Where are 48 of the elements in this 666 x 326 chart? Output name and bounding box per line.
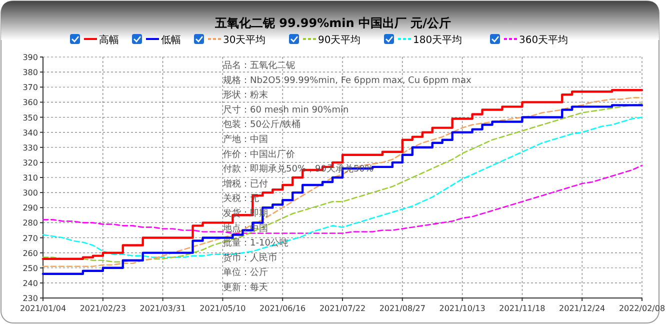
annotation: 货币：人民币 — [223, 252, 277, 264]
x-tick-label: 2021/03/31 — [140, 304, 186, 313]
annotation: 形状：粉末 — [223, 90, 268, 101]
x-tick-label: 2021/07/22 — [319, 304, 366, 313]
x-tick-label: 2021/08/27 — [379, 304, 426, 313]
legend-label: 高幅 — [99, 34, 119, 46]
annotation: 增税：已付 — [222, 178, 268, 190]
legend-label: 90天平均 — [318, 34, 361, 46]
y-tick-label: 330 — [22, 143, 38, 152]
x-tick-label: 2021/05/10 — [200, 304, 246, 313]
x-tick-label: 2021/10/13 — [439, 304, 486, 313]
y-tick-label: 340 — [22, 128, 38, 138]
x-tick-label: 2021/06/16 — [260, 304, 306, 313]
y-tick-label: 290 — [22, 204, 38, 213]
x-tick-label: 2021/11/18 — [499, 304, 546, 313]
legend-label: 180天平均 — [413, 34, 462, 46]
y-tick-label: 320 — [22, 158, 38, 168]
line-series — [42, 164, 643, 234]
y-tick-label: 360 — [22, 98, 38, 108]
legend-label: 360天平均 — [519, 34, 568, 46]
annotation: 产地：中国 — [223, 134, 268, 145]
y-tick-label: 260 — [22, 248, 38, 258]
y-tick-label: 280 — [22, 218, 38, 228]
x-tick-label: 2021/01/04 — [20, 304, 66, 313]
y-tick-label: 230 — [22, 294, 38, 303]
x-tick-label: 2021/02/23 — [80, 304, 126, 313]
y-tick-label: 370 — [22, 83, 38, 92]
x-tick-label: 2022/02/08 — [618, 304, 666, 313]
y-tick-label: 390 — [22, 53, 38, 62]
y-tick-label: 270 — [22, 234, 38, 243]
y-tick-label: 350 — [22, 113, 38, 122]
annotation: 地点：中国 — [222, 222, 268, 234]
x-tick-label: 2021/12/24 — [559, 304, 606, 313]
legend-label: 低幅 — [161, 34, 181, 46]
y-tick-label: 240 — [22, 278, 38, 288]
y-tick-label: 380 — [22, 68, 38, 78]
annotation: 包装：50公斤/铁桶 — [223, 119, 300, 130]
annotation: 更新：每天 — [223, 282, 268, 293]
annotation: 品名：五氧化二铌 — [223, 60, 295, 71]
y-tick-label: 310 — [22, 174, 38, 182]
annotation: 规格：Nb2O5 99.99%min, Fe 6ppm max, Cu 6ppm max — [223, 74, 472, 86]
annotation: 作价：中国出厂价 — [222, 148, 295, 160]
y-tick-label: 250 — [22, 264, 38, 273]
chart-title: 五氧化二铌 99.99%min 中国出厂 元/公斤 — [214, 16, 452, 30]
legend-label: 30天平均 — [223, 34, 266, 46]
annotation: 尺寸：60 mesh min 90%min — [223, 104, 349, 116]
annotation: 单位：公斤 — [223, 267, 268, 278]
y-tick-label: 300 — [22, 188, 38, 198]
